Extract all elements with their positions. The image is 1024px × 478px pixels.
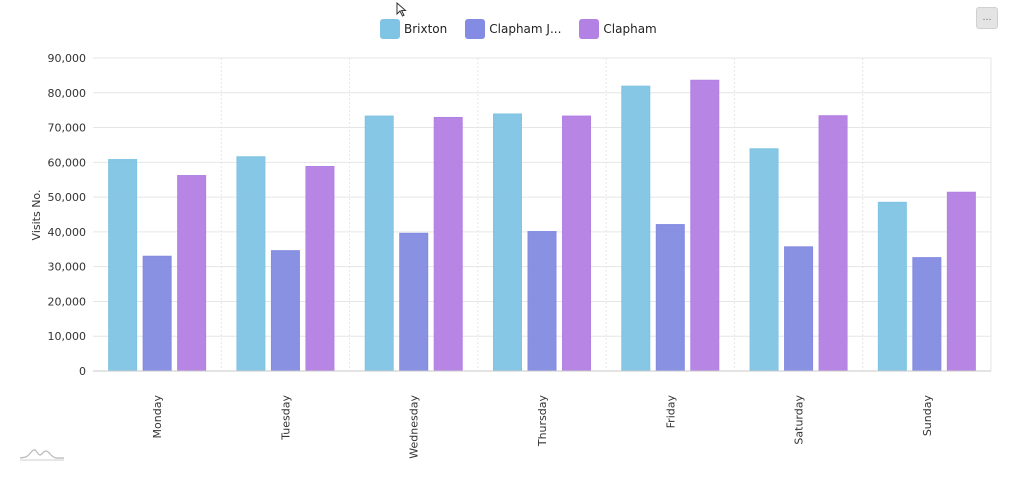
x-tick-label: Saturday xyxy=(793,395,806,445)
y-tick-label: 60,000 xyxy=(48,156,87,169)
bar[interactable] xyxy=(108,159,138,372)
bar[interactable] xyxy=(621,85,651,372)
y-tick-label: 90,000 xyxy=(48,52,87,65)
y-tick-label: 10,000 xyxy=(48,330,87,343)
bar[interactable] xyxy=(399,232,429,372)
y-tick-label: 50,000 xyxy=(48,191,87,204)
bars xyxy=(108,79,976,372)
bar[interactable] xyxy=(142,255,172,372)
bar[interactable] xyxy=(433,116,463,372)
legend-item-clapham[interactable]: Clapham xyxy=(579,19,657,39)
legend-label: Brixton xyxy=(404,22,448,36)
x-tick-label: Wednesday xyxy=(408,395,421,459)
bar[interactable] xyxy=(493,113,522,372)
axes: 0 10,000 20,000 30,000 40,000 50,000 60,000 70,… xyxy=(48,52,991,459)
bar[interactable] xyxy=(690,79,720,372)
bar[interactable] xyxy=(818,115,848,372)
legend-item-clapham-junction[interactable]: Clapham J... xyxy=(465,19,561,39)
legend-label: Clapham J... xyxy=(489,22,562,36)
y-tick-label: 80,000 xyxy=(48,87,87,100)
bar[interactable] xyxy=(364,115,394,372)
mouse-cursor-icon xyxy=(396,2,407,17)
y-tick-label: 20,000 xyxy=(48,295,87,308)
y-tick-label: 30,000 xyxy=(48,261,87,274)
bar[interactable] xyxy=(784,246,814,372)
ellipsis-icon: … xyxy=(982,12,992,23)
bar[interactable] xyxy=(177,175,207,372)
chart-logo-icon xyxy=(20,449,64,461)
x-tick-label: Friday xyxy=(664,395,677,429)
bar[interactable] xyxy=(562,115,591,372)
bar[interactable] xyxy=(946,191,976,372)
legend-swatch xyxy=(579,19,600,39)
chart-menu-button[interactable]: … xyxy=(976,7,998,29)
x-tick-label: Sunday xyxy=(921,395,934,437)
x-tick-label: Thursday xyxy=(536,395,549,448)
bar[interactable] xyxy=(305,166,335,372)
legend: Brixton Clapham J... Clapham xyxy=(380,18,657,40)
legend-swatch xyxy=(465,19,486,39)
x-tick-label: Tuesday xyxy=(279,395,292,441)
bar[interactable] xyxy=(877,201,907,372)
bar[interactable] xyxy=(912,257,942,372)
y-tick-label: 40,000 xyxy=(48,226,87,239)
bar[interactable] xyxy=(749,148,779,372)
legend-swatch xyxy=(380,19,400,39)
y-tick-label: 70,000 xyxy=(48,122,87,135)
bar[interactable] xyxy=(655,224,685,372)
y-axis-title: Visits No. xyxy=(30,190,43,241)
x-tick-label: Monday xyxy=(151,395,164,439)
legend-item-brixton[interactable]: Brixton xyxy=(380,19,447,39)
bar[interactable] xyxy=(236,156,266,372)
y-tick-label: 0 xyxy=(79,365,86,378)
bar[interactable] xyxy=(527,231,557,372)
legend-label: Clapham xyxy=(603,22,657,36)
bar[interactable] xyxy=(270,250,300,372)
